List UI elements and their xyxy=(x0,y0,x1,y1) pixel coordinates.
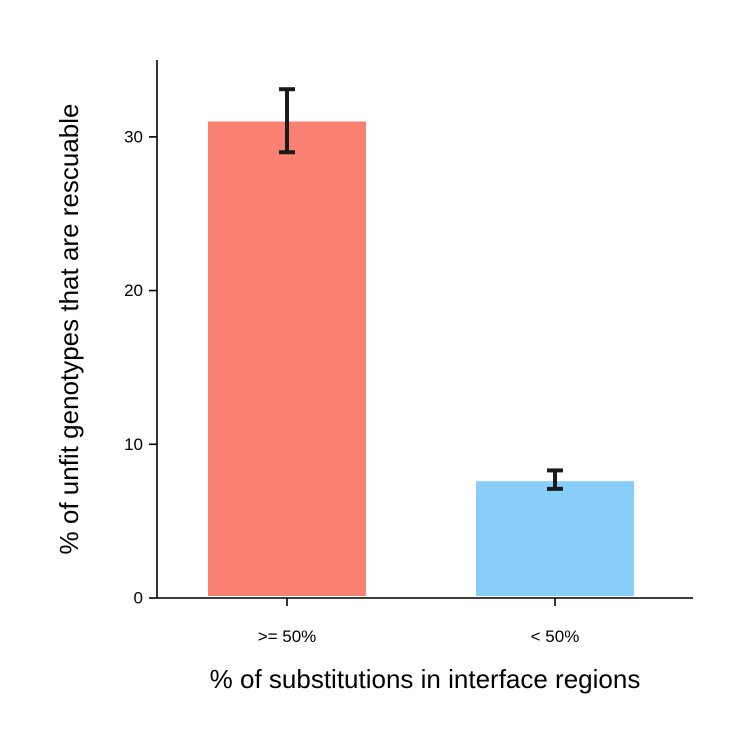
error-bar-2 xyxy=(547,468,563,491)
error-bar-1 xyxy=(279,87,295,155)
x-tick-label: < 50% xyxy=(531,627,580,646)
x-axis-label: % of substitutions in interface regions xyxy=(210,664,641,694)
axes-group xyxy=(156,60,693,599)
bars-group xyxy=(208,121,634,596)
y-tick-label: 10 xyxy=(124,435,143,454)
x-ticks-group: >= 50% < 50% xyxy=(258,598,580,646)
x-tick-label: >= 50% xyxy=(258,627,317,646)
bar-2 xyxy=(476,481,634,596)
y-tick-label: 20 xyxy=(124,281,143,300)
error-bars-group xyxy=(279,87,563,491)
bar-1 xyxy=(208,121,366,596)
y-tick-label: 0 xyxy=(134,589,143,608)
y-axis-label: % of unfit genotypes that are rescuable xyxy=(54,104,84,555)
y-tick-label: 30 xyxy=(124,127,143,146)
y-ticks-group: 0 10 20 30 xyxy=(124,127,157,608)
